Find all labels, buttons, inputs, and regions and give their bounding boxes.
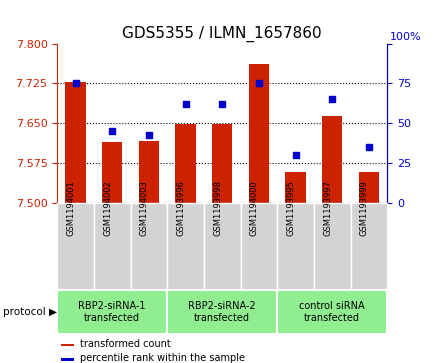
Text: protocol ▶: protocol ▶ — [3, 307, 57, 317]
Bar — [204, 203, 241, 290]
Bar — [277, 203, 314, 290]
Bar — [176, 125, 196, 203]
Text: 100%: 100% — [390, 32, 422, 42]
Text: GSM1193998: GSM1193998 — [213, 180, 222, 236]
Text: GSM1194003: GSM1194003 — [140, 180, 149, 236]
Bar — [102, 142, 122, 203]
Point — [145, 132, 152, 138]
Bar — [94, 203, 131, 290]
Title: GDS5355 / ILMN_1657860: GDS5355 / ILMN_1657860 — [122, 26, 322, 42]
Point — [329, 97, 336, 102]
Bar — [66, 82, 86, 203]
Text: RBP2-siRNA-1
transfected: RBP2-siRNA-1 transfected — [78, 301, 146, 323]
Bar — [57, 290, 167, 334]
Bar — [61, 358, 74, 361]
Text: percentile rank within the sample: percentile rank within the sample — [81, 353, 246, 363]
Bar — [359, 172, 379, 203]
Bar — [167, 290, 277, 334]
Bar — [314, 203, 351, 290]
Bar — [61, 343, 74, 346]
Text: transformed count: transformed count — [81, 339, 171, 348]
Point — [292, 152, 299, 158]
Bar — [212, 125, 232, 203]
Text: GSM1194001: GSM1194001 — [66, 180, 76, 236]
Bar — [57, 203, 94, 290]
Text: GSM1193999: GSM1193999 — [360, 180, 369, 236]
Text: RBP2-siRNA-2
transfected: RBP2-siRNA-2 transfected — [188, 301, 256, 323]
Text: GSM1194002: GSM1194002 — [103, 180, 112, 236]
Bar — [241, 203, 277, 290]
Bar — [277, 290, 387, 334]
Point — [255, 81, 262, 86]
Bar — [131, 203, 167, 290]
Text: GSM1193995: GSM1193995 — [286, 180, 296, 236]
Bar — [351, 203, 387, 290]
Bar — [322, 117, 342, 203]
Bar — [139, 141, 159, 203]
Point — [182, 101, 189, 107]
Point — [109, 129, 116, 134]
Point — [365, 144, 372, 150]
Text: GSM1193997: GSM1193997 — [323, 180, 332, 236]
Bar — [167, 203, 204, 290]
Point — [72, 81, 79, 86]
Text: GSM1193996: GSM1193996 — [176, 180, 186, 236]
Bar — [286, 172, 306, 203]
Text: GSM1194000: GSM1194000 — [250, 180, 259, 236]
Bar — [249, 64, 269, 203]
Text: control siRNA
transfected: control siRNA transfected — [299, 301, 365, 323]
Point — [219, 101, 226, 107]
